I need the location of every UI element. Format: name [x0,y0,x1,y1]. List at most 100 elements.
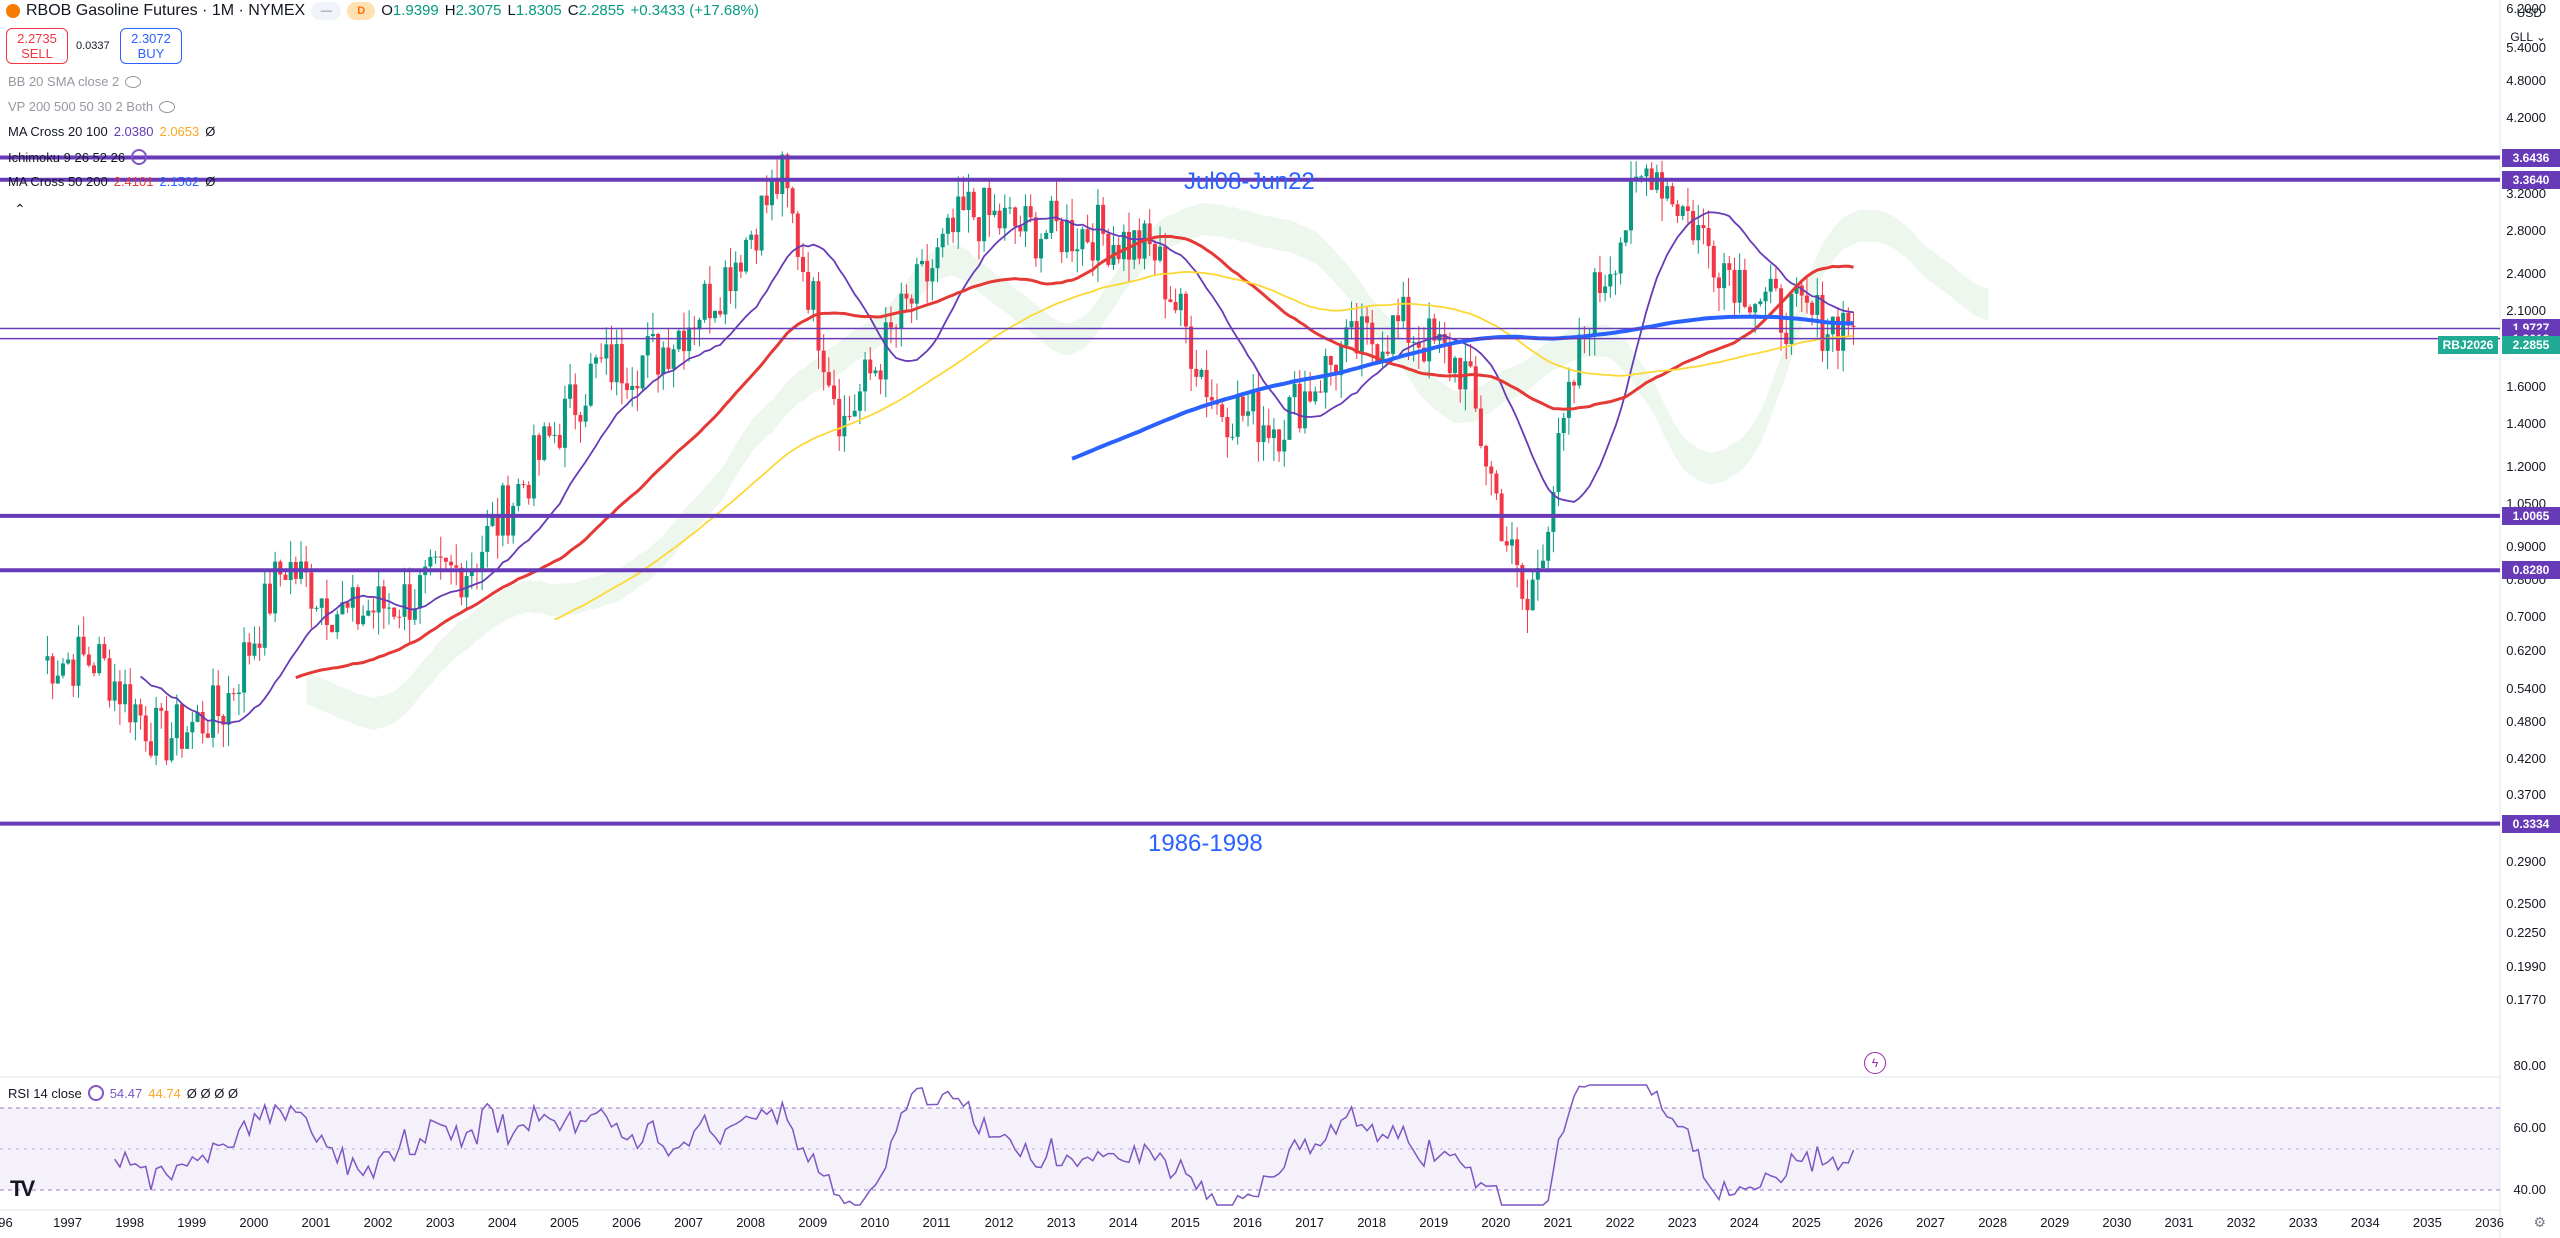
currency-label[interactable]: USD [2516,6,2542,20]
time-tick-label: 2028 [1978,1215,2008,1230]
candle-body [1835,316,1840,351]
candle-body [128,684,133,723]
ichimoku-cloud [306,203,1989,731]
indicator-ichimoku[interactable]: Ichimoku 9 26 52 26 [8,149,148,165]
last-price-tag: 2.2855 [2502,336,2560,354]
indicator-name: VP 200 500 50 30 2 Both [8,99,154,114]
sell-button[interactable]: 2.2735 SELL [6,28,68,64]
candle-body [433,556,438,558]
candle-body [1007,207,1012,209]
time-tick-label: 2019 [1419,1215,1449,1230]
unit-selector[interactable]: GLL ⌄ [2510,30,2546,44]
candle-body [1375,344,1380,362]
candle-body [1106,233,1111,265]
candle-body [314,607,319,609]
candle-body [1246,411,1251,416]
candle-body [754,234,759,251]
indicator-vp[interactable]: VP 200 500 50 30 2 Both [8,99,176,114]
time-tick-label: 2029 [2040,1215,2070,1230]
candle-body [661,347,666,375]
candle-body [1758,301,1763,305]
candle-body [1732,269,1737,303]
lightning-icon[interactable]: ϟ [1864,1052,1886,1074]
compare-pill[interactable]: — [311,2,342,20]
symbol-title[interactable]: RBOB Gasoline Futures · 1M · NYMEX [26,2,306,19]
candle-body [568,384,573,399]
candle-body [1520,565,1525,599]
rsi-extras: Ø Ø Ø Ø [186,1085,239,1101]
candle-body [1292,383,1297,398]
annotation-top[interactable]: Jul08-Jun22 [1184,168,1315,195]
candle-body [1194,368,1199,377]
ma-20-line[interactable] [140,211,1854,725]
candle-body [1716,277,1721,289]
candle-body [304,561,309,573]
candle-body [1121,231,1126,260]
candle-body [402,584,407,617]
candle-body [707,283,712,319]
candle-body [614,344,619,383]
level-price-tag: 3.3640 [2502,170,2560,189]
candle-body [1147,223,1152,245]
candle-body [1339,345,1344,376]
time-tick-label: 2033 [2288,1215,2318,1230]
candle-body [221,716,226,725]
indicator-ma-cross-50-200[interactable]: MA Cross 50 200 2.4101 2.1562 Ø [8,174,215,189]
candle-body [775,178,780,195]
hidden-eye-icon[interactable] [125,75,142,88]
candle-body [832,385,837,399]
ma-50-line[interactable] [295,234,1854,680]
candle-body [1468,361,1473,367]
time-tick-label: 2000 [239,1215,269,1230]
indicator-ma-cross-20-100[interactable]: MA Cross 20 100 2.0380 2.0653 Ø [8,124,215,139]
candle-body [1515,539,1520,566]
tradingview-logo[interactable]: TV [10,1176,35,1201]
candle-body [1763,291,1768,302]
collapse-legend-icon[interactable]: ⌃ [14,201,26,217]
candle-body [1385,351,1390,354]
candle-body [1432,318,1437,341]
ma-200-line[interactable] [1071,314,1854,461]
candle-body [469,570,474,577]
settings-icon[interactable]: ⚙ [2533,1214,2546,1230]
candle-body [500,485,505,536]
candle-body [1804,295,1809,303]
candle-body [521,484,526,486]
candle-body [1551,491,1556,532]
level-price-tag: 0.3334 [2502,814,2560,833]
delayed-badge[interactable]: D [347,2,376,20]
candle-body [55,675,60,684]
candle-body [1597,272,1602,294]
candle-body [940,233,945,248]
candle-body [992,210,997,216]
rsi-line[interactable] [114,1084,1855,1206]
rsi-tick-label: 80.00 [2513,1058,2546,1073]
candle-body [1577,334,1582,386]
candle-body [1742,269,1747,307]
candle-body [283,574,288,581]
candle-body [1411,341,1416,343]
buy-button[interactable]: 2.3072 BUY [120,28,182,64]
candle-body [1561,417,1566,434]
ichimoku-settings-icon[interactable] [131,149,148,165]
candle-body [242,642,247,693]
candle-body [909,298,914,304]
candle-body [723,267,728,315]
candle-body [1396,315,1401,322]
indicator-bb[interactable]: BB 20 SMA close 2 [8,74,142,89]
hidden-eye-icon[interactable] [159,100,176,113]
candle-body [1308,391,1313,402]
annotation-bottom[interactable]: 1986-1998 [1148,830,1263,857]
rsi-settings-icon[interactable] [87,1085,104,1101]
price-tick-label: 0.2250 [2506,925,2546,941]
candle-body [604,344,609,359]
candle-body [60,663,65,676]
rsi-legend[interactable]: RSI 14 close 54.47 44.74 Ø Ø Ø Ø [8,1085,238,1101]
candle-body [1794,285,1799,294]
unit-label: GLL [2510,30,2533,44]
candle-body [1095,204,1100,261]
candle-body [179,704,184,749]
time-tick-label: 2003 [425,1215,455,1230]
ma-100-line[interactable] [554,270,1854,621]
